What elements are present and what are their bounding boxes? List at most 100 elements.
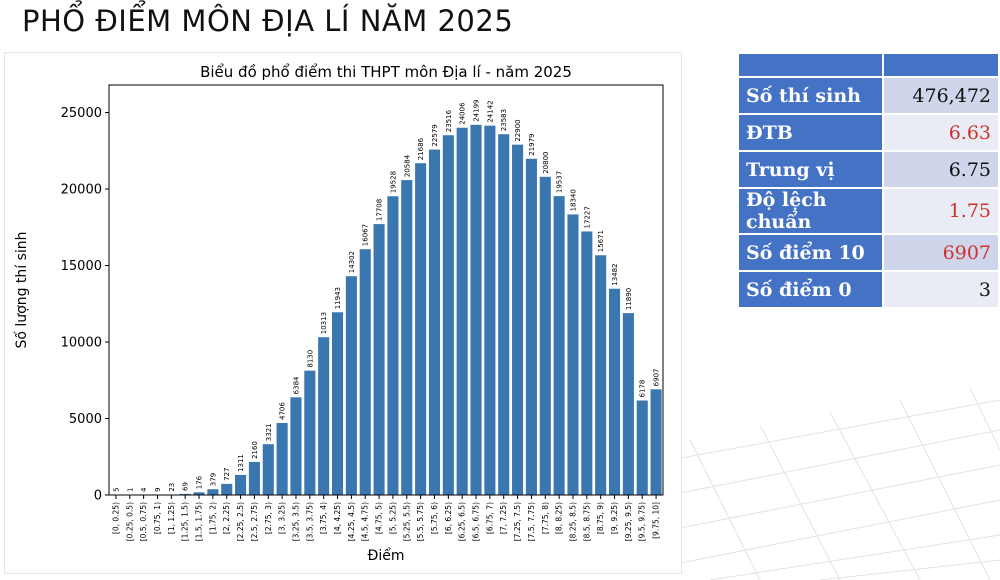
bar-value-label: 5 [112, 487, 120, 491]
bar-value-label: 18340 [569, 189, 577, 211]
bar-value-label: 2160 [251, 441, 259, 459]
bar [608, 288, 621, 495]
stats-value: 1.75 [882, 187, 1000, 235]
bar-value-label: 3321 [265, 423, 273, 441]
bar [345, 276, 357, 495]
stats-label: Số điểm 0 [736, 270, 885, 309]
bar-value-label: 21979 [528, 133, 536, 155]
bar [512, 144, 524, 495]
bar [276, 423, 288, 495]
stats-header-cell [736, 52, 885, 78]
bar [622, 313, 634, 495]
bar-value-label: 17708 [376, 199, 384, 221]
bar [525, 158, 537, 496]
stats-row: ĐTB 6.63 [736, 113, 1000, 152]
x-tick-label: [3.5, 3.75) [305, 502, 314, 541]
bar [248, 461, 260, 495]
x-tick-label: [0.75, 1) [153, 502, 162, 534]
x-tick-label: [8.25, 8.5) [568, 502, 577, 541]
bar [193, 492, 205, 495]
stats-value: 3 [882, 270, 1000, 309]
x-tick-label: [2, 2.25) [222, 502, 231, 534]
stats-value: 6.75 [882, 150, 1000, 189]
x-tick-label: [7.25, 7.5) [513, 502, 522, 541]
y-tick-label: 15000 [61, 259, 102, 274]
bar-value-label: 21686 [417, 137, 425, 160]
y-tick-label: 10000 [61, 336, 102, 351]
bar-value-label: 19528 [389, 171, 397, 193]
bar [498, 134, 510, 495]
bar [595, 255, 607, 495]
x-tick-label: [2.75, 3) [264, 502, 273, 534]
bar [401, 180, 413, 495]
background-grid-decoration [670, 387, 1000, 580]
x-tick-label: [1.5, 1.75) [195, 502, 204, 541]
x-tick-label: [6.25, 6.5) [458, 502, 467, 541]
y-tick-label: 0 [94, 489, 102, 504]
bar [207, 489, 219, 495]
bar-value-label: 379 [209, 473, 217, 486]
stats-header-row [736, 52, 1000, 78]
bar-value-label: 727 [223, 468, 231, 481]
bar [636, 400, 648, 495]
stats-value: 476,472 [882, 76, 1000, 115]
x-tick-label: [3.75, 4) [319, 502, 328, 534]
bar [373, 224, 385, 495]
bar-value-label: 8130 [306, 350, 314, 368]
stats-header-cell [882, 52, 1000, 78]
x-tick-label: [6, 6.25) [444, 502, 453, 534]
bar-value-label: 24006 [459, 102, 467, 125]
plot-frame [108, 84, 664, 496]
bar [567, 214, 579, 496]
x-tick-label: [4.5, 4.75) [361, 502, 370, 541]
x-tick-label: [7.5, 7.75) [527, 502, 536, 541]
bar [387, 196, 399, 496]
bar-value-label: 69 [182, 482, 190, 491]
bar-value-label: 6384 [292, 376, 300, 394]
x-tick-label: [9.75, 10] [652, 502, 661, 539]
bar-value-label: 6907 [653, 369, 661, 387]
stats-label: Số điểm 10 [736, 233, 885, 272]
x-tick-label: [8.75, 9) [596, 502, 605, 534]
bar [290, 397, 302, 495]
bar-value-label: 11943 [334, 287, 342, 309]
bar [221, 483, 233, 495]
page-title: PHỔ ĐIỂM MÔN ĐỊA LÍ NĂM 2025 [22, 4, 514, 38]
bar [179, 493, 191, 495]
bar-value-label: 6178 [639, 380, 647, 398]
x-tick-label: [5.25, 5.5) [402, 502, 411, 541]
bar [650, 389, 662, 495]
x-tick-label: [3.25, 3.5) [291, 502, 300, 541]
bar-value-label: 22579 [431, 124, 439, 146]
y-tick-label: 20000 [61, 183, 102, 198]
x-tick-label: [8.5, 8.75) [582, 502, 591, 541]
x-tick-label: [4.75, 5) [375, 502, 384, 534]
bar [262, 444, 274, 495]
x-tick-label: [6.75, 7) [485, 502, 494, 534]
bar [415, 163, 427, 495]
stats-row: Độ lệch chuẩn 1.75 [736, 187, 1000, 235]
bar-value-label: 4 [140, 487, 148, 492]
bar [539, 176, 551, 495]
bar [318, 337, 330, 495]
bar-value-label: 22900 [514, 119, 522, 141]
stats-row: Số thí sinh 476,472 [736, 76, 1000, 115]
bar [442, 135, 454, 495]
histogram-panel: Biểu đồ phổ điểm thi THPT môn Địa lí - n… [4, 52, 682, 574]
x-tick-label: [0.25, 0.5) [125, 502, 134, 541]
x-tick-label: [1.75, 2) [208, 502, 217, 534]
stats-label: ĐTB [736, 113, 885, 152]
bar-value-label: 13482 [611, 263, 619, 285]
bar [456, 127, 468, 496]
chart-title: Biểu đồ phổ điểm thi THPT môn Địa lí - n… [200, 63, 572, 81]
bar-value-label: 9 [154, 487, 162, 491]
stats-value: 6907 [882, 233, 1000, 272]
x-tick-label: [4, 4.25) [333, 502, 342, 534]
x-tick-label: [5.75, 6) [430, 502, 439, 534]
bar [331, 312, 344, 495]
bar [235, 474, 247, 495]
bar-value-label: 20584 [403, 154, 411, 177]
bar-value-label: 19537 [556, 171, 564, 193]
x-tick-label: [2.25, 2.5) [236, 502, 245, 541]
